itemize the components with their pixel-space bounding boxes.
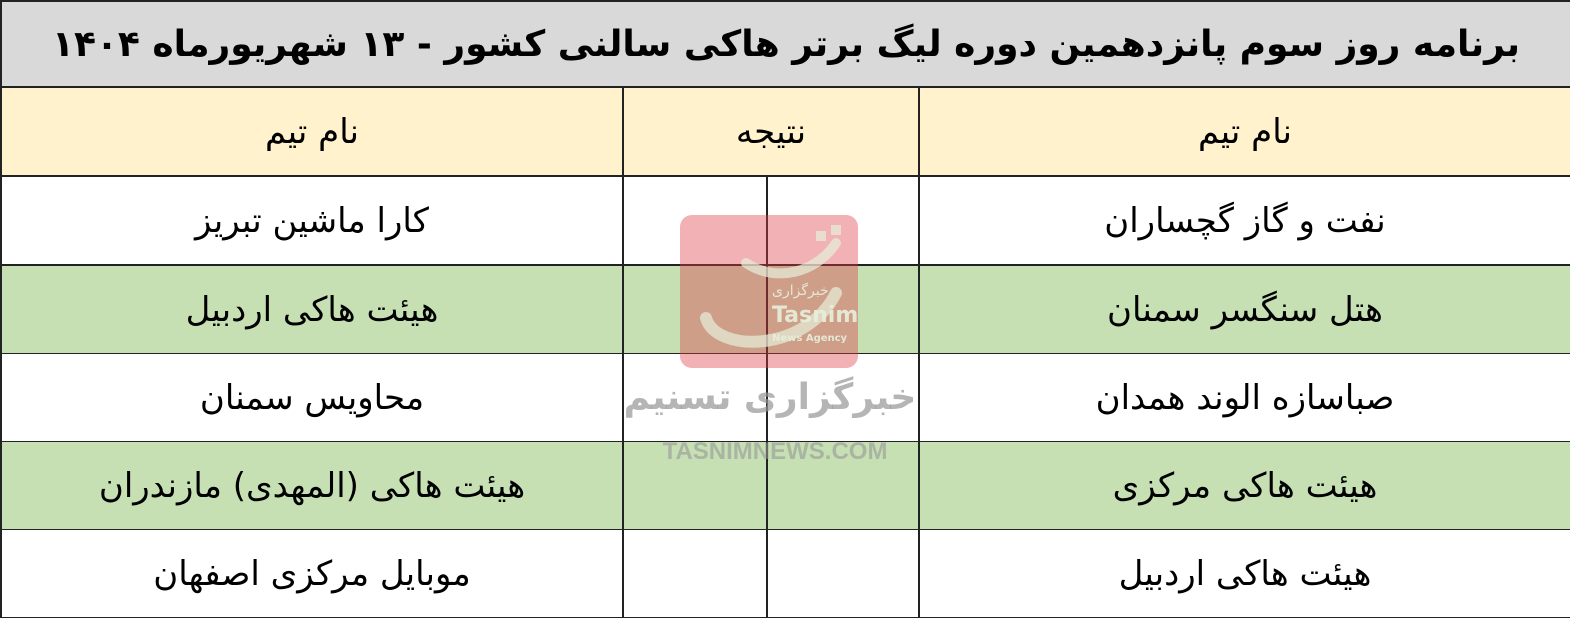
team-right: هیئت هاکی مرکزی: [1112, 465, 1378, 506]
result-cell: [624, 177, 920, 264]
table-title: برنامه روز سوم پانزدهمین دوره لیگ برتر ه…: [2, 2, 1570, 88]
header-team-right: نام تیم: [1197, 111, 1293, 152]
team-left: موبایل مرکزی اصفهان: [2, 530, 624, 617]
header-result: نتیجه: [624, 88, 920, 175]
team-left: کارا ماشین تبریز: [2, 177, 624, 264]
team-right: نفت و گاز گچساران: [1104, 200, 1386, 241]
team-right: هیئت هاکی اردبیل: [1118, 553, 1372, 594]
table-row: هیئت هاکی اردبیل هتل سنگسر سمنان: [2, 266, 1570, 355]
team-left: محاویس سمنان: [2, 354, 624, 441]
result-divider: [766, 530, 768, 617]
team-right: صباسازه الوند همدان: [1095, 377, 1395, 418]
result-cell: [624, 266, 920, 353]
result-cell: [624, 442, 920, 529]
table-row: کارا ماشین تبریز نفت و گاز گچساران: [2, 177, 1570, 266]
header-team-left: نام تیم: [2, 88, 624, 175]
table-row: موبایل مرکزی اصفهان هیئت هاکی اردبیل: [2, 530, 1570, 617]
result-divider: [766, 177, 768, 264]
table-row: محاویس سمنان صباسازه الوند همدان: [2, 354, 1570, 443]
result-divider: [766, 354, 768, 441]
team-left: هیئت هاکی اردبیل: [2, 266, 624, 353]
header-row: نام تیم نتیجه نام تیم: [2, 88, 1570, 177]
result-cell: [624, 354, 920, 441]
table-row: هیئت هاکی (المهدی) مازندران هیئت هاکی مر…: [2, 442, 1570, 531]
result-divider: [766, 442, 768, 529]
result-cell: [624, 530, 920, 617]
team-right: هتل سنگسر سمنان: [1107, 289, 1383, 330]
team-left: هیئت هاکی (المهدی) مازندران: [2, 442, 624, 529]
result-divider: [766, 266, 768, 353]
